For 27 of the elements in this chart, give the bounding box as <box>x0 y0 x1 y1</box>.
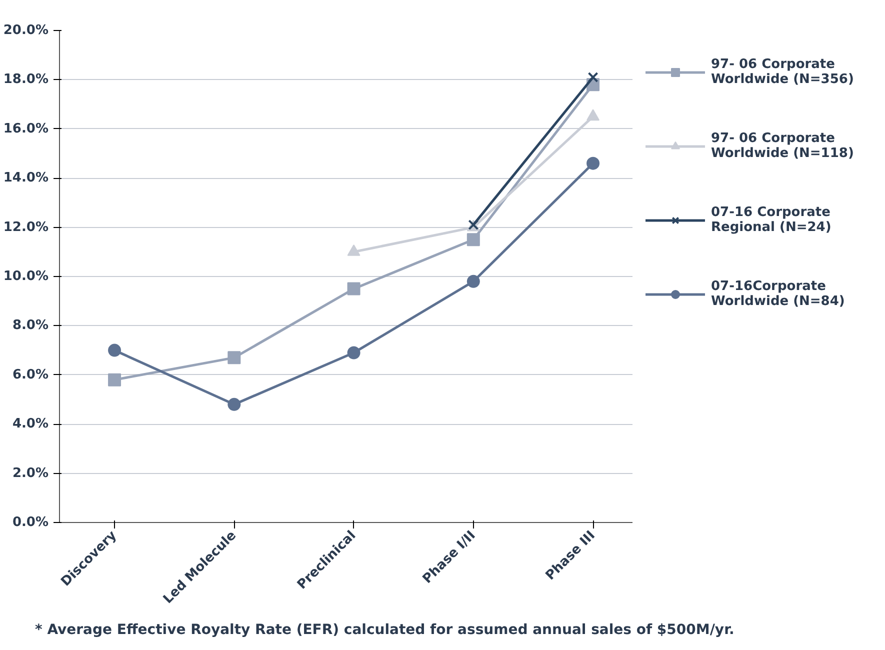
y-tick-label: 0.0% <box>12 515 49 530</box>
y-tick-label: 14.0% <box>3 170 49 186</box>
y-tick-label: 18.0% <box>3 72 49 88</box>
point <box>347 346 360 360</box>
point <box>347 282 360 296</box>
y-tick-label: 12.0% <box>3 220 49 235</box>
legend-label: 97- 06 Corporate Worldwide (N=356) <box>711 56 854 89</box>
point <box>228 398 241 411</box>
legend-label: 07-16 Corporate Regional (N=24) <box>711 204 832 237</box>
point <box>466 274 480 288</box>
point <box>108 373 122 386</box>
y-tick-label: 10.0% <box>3 269 49 284</box>
point <box>586 109 600 121</box>
y-tick-label: 8.0% <box>12 318 49 334</box>
legend-label: 97- 06 Corporate Worldwide (N=118) <box>711 130 854 163</box>
point <box>466 233 480 246</box>
text: * Average Effective Royalty Rate (EFR) calculated for assumed annual sales of $500M/yr. <box>35 621 734 640</box>
y-tick-label: 20.0% <box>3 23 49 38</box>
point <box>588 72 598 82</box>
y-tick-label: 6.0% <box>12 367 49 382</box>
legend-label: 07-16Corporate Worldwide (N=84) <box>711 278 845 311</box>
point <box>108 344 122 357</box>
point <box>228 351 241 364</box>
y-tick-label: 16.0% <box>3 121 49 136</box>
y-tick-label: 2.0% <box>12 466 49 481</box>
point <box>586 156 600 170</box>
y-tick-label: 4.0% <box>12 416 49 432</box>
